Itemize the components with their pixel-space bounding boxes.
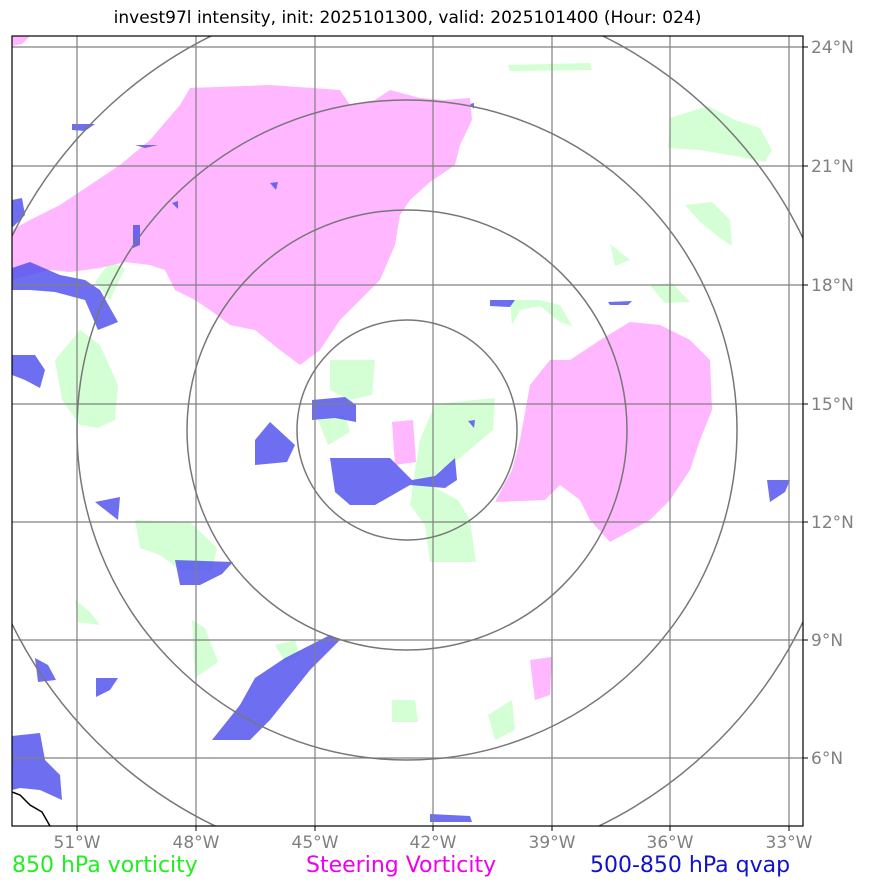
steering-vorticity-layer	[12, 36, 712, 700]
qvap-region	[312, 397, 356, 422]
vort850-region	[508, 63, 592, 71]
steering-region	[392, 420, 416, 465]
vort850-region	[610, 244, 630, 266]
map-frame	[11, 35, 804, 827]
qvap-region	[330, 458, 457, 505]
qvap-region	[95, 497, 120, 520]
lat-label: 12°N	[811, 513, 854, 533]
lon-label: 51°W	[54, 833, 101, 853]
qvap-region	[255, 422, 295, 465]
steering-region	[530, 657, 552, 700]
qvap-region	[608, 301, 632, 305]
lat-label: 21°N	[811, 157, 854, 177]
lat-label: 15°N	[811, 395, 854, 415]
legend-850-vorticity: 850 hPa vorticity	[12, 853, 198, 878]
qvap-region	[212, 635, 340, 740]
qvap-region	[12, 262, 118, 330]
qvap-region	[767, 480, 790, 502]
qvap-region	[72, 124, 95, 131]
qvap-region	[430, 814, 472, 822]
lon-label: 45°W	[292, 833, 339, 853]
map-title: invest97l intensity, init: 2025101300, v…	[113, 8, 702, 28]
tick-marks	[76, 46, 808, 831]
vort850-region	[685, 202, 732, 246]
lon-label: 33°W	[766, 833, 813, 853]
qvap-region	[468, 420, 475, 428]
qvap-layer	[12, 103, 790, 822]
qvap-region	[12, 198, 25, 228]
qvap-region	[12, 355, 45, 388]
legend-qvap: 500-850 hPa qvap	[590, 853, 791, 878]
lat-label: 18°N	[811, 276, 854, 296]
qvap-region	[135, 145, 158, 148]
vort850-region	[410, 398, 495, 562]
lon-label: 39°W	[529, 833, 576, 853]
qvap-region	[96, 678, 118, 697]
vort850-region	[392, 700, 418, 722]
steering-region	[12, 36, 30, 46]
range-ring	[296, 319, 518, 541]
range-rings	[12, 36, 803, 826]
vort850-region	[75, 600, 100, 625]
qvap-region	[175, 560, 233, 585]
vort850-region	[55, 330, 118, 428]
graticule	[12, 36, 803, 826]
legend-steering-vorticity: Steering Vorticity	[306, 853, 497, 878]
coastline	[12, 791, 51, 826]
steering-region	[495, 322, 712, 542]
qvap-region	[172, 201, 178, 209]
vort850-region	[488, 700, 515, 740]
qvap-region	[35, 658, 56, 682]
vort850-region	[510, 300, 572, 326]
vort850-region	[318, 415, 350, 445]
lon-label: 36°W	[647, 833, 694, 853]
qvap-region	[270, 182, 278, 190]
qvap-region	[12, 733, 62, 800]
lat-label: 6°N	[811, 749, 843, 769]
vort850-region	[192, 620, 218, 678]
lat-label: 9°N	[811, 631, 843, 651]
lon-label: 42°W	[410, 833, 457, 853]
steering-region	[12, 85, 472, 365]
lon-label: 48°W	[173, 833, 220, 853]
range-ring	[186, 209, 628, 651]
vort850-region	[668, 106, 772, 162]
lat-label: 24°N	[811, 38, 854, 58]
range-ring	[76, 99, 738, 761]
qvap-region	[490, 300, 515, 307]
vort850-region	[330, 360, 375, 400]
